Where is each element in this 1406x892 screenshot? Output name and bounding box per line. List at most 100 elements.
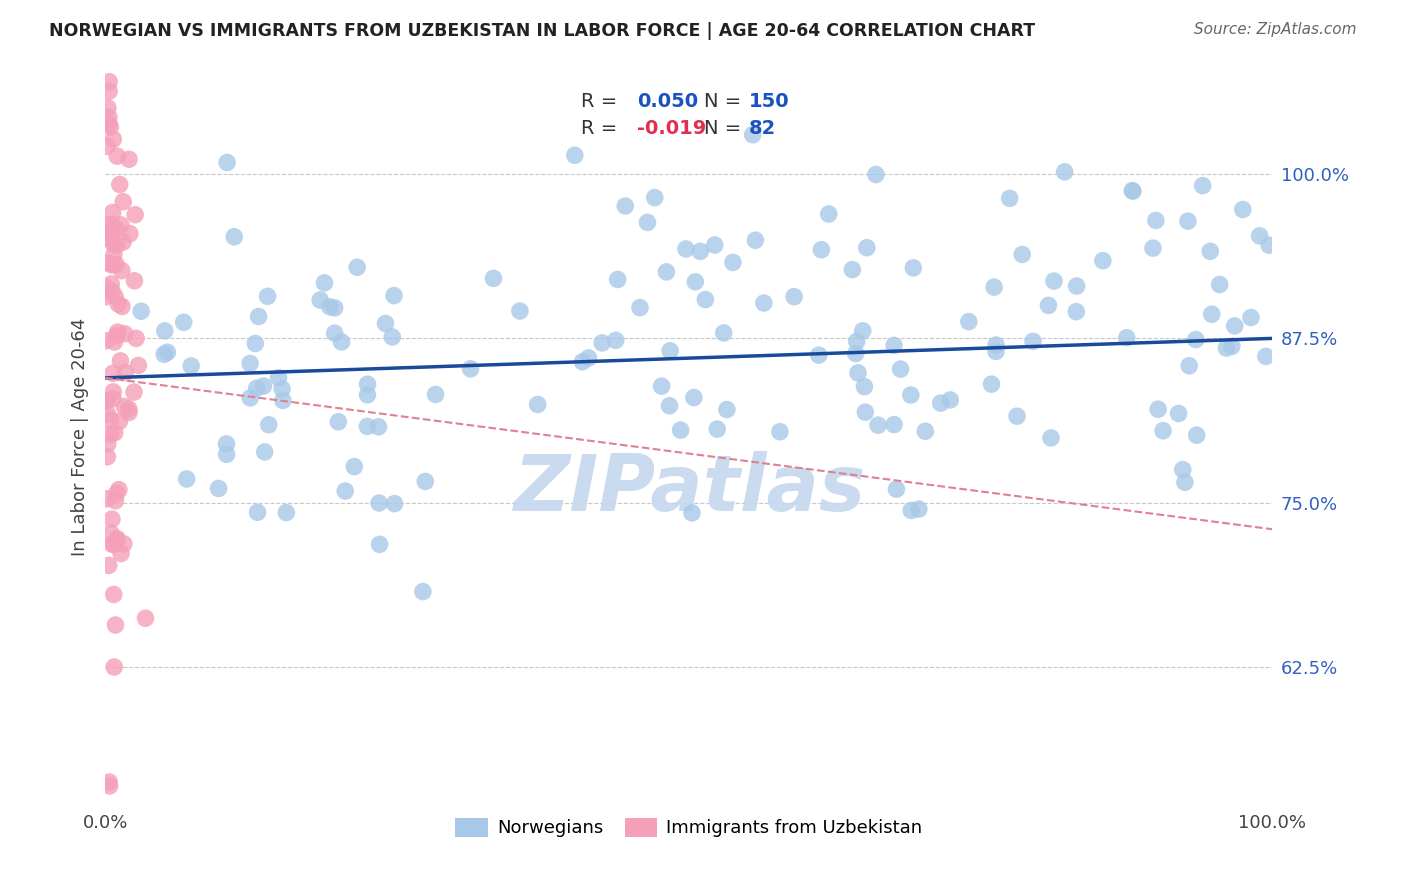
Point: [100, 526, 122, 541]
Point: [239, 391, 262, 405]
Point: [207, 482, 229, 496]
Point: [1122, 184, 1144, 198]
Point: [94, 290, 117, 304]
Point: [124, 274, 146, 288]
Legend: Norwegians, Immigrants from Uzbekistan: Norwegians, Immigrants from Uzbekistan: [449, 811, 929, 845]
Point: [1178, 359, 1201, 373]
Point: [118, 405, 141, 419]
Point: [267, 370, 290, 384]
Point: [659, 343, 682, 358]
Point: [356, 377, 378, 392]
Point: [368, 537, 391, 551]
Point: [744, 233, 766, 247]
Point: [752, 296, 775, 310]
Point: [217, 155, 239, 169]
Point: [118, 153, 141, 167]
Point: [104, 289, 127, 303]
Point: [110, 354, 132, 368]
Point: [1199, 244, 1222, 259]
Point: [957, 315, 980, 329]
Point: [110, 218, 132, 232]
Point: [100, 277, 122, 291]
Point: [103, 660, 125, 674]
Point: [319, 300, 342, 314]
Point: [1011, 247, 1033, 261]
Point: [346, 260, 368, 275]
Point: [271, 382, 294, 396]
Text: 82: 82: [748, 120, 776, 138]
Point: [253, 445, 276, 459]
Point: [852, 324, 875, 338]
Point: [368, 496, 391, 510]
Point: [96, 393, 118, 408]
Point: [685, 275, 707, 289]
Point: [246, 505, 269, 519]
Point: [314, 276, 336, 290]
Point: [96, 394, 118, 409]
Point: [907, 502, 929, 516]
Point: [655, 265, 678, 279]
Point: [246, 381, 269, 395]
Point: [224, 229, 246, 244]
Point: [984, 338, 1007, 352]
Point: [134, 611, 156, 625]
Point: [114, 326, 136, 341]
Point: [122, 385, 145, 400]
Point: [1258, 238, 1281, 252]
Point: [526, 397, 548, 411]
Point: [245, 336, 267, 351]
Point: [381, 330, 404, 344]
Point: [384, 497, 406, 511]
Point: [215, 437, 238, 451]
Point: [101, 205, 124, 219]
Point: [323, 326, 346, 341]
Point: [111, 300, 134, 314]
Point: [103, 132, 125, 146]
Point: [846, 366, 869, 380]
Text: N =: N =: [704, 120, 748, 138]
Point: [1201, 307, 1223, 321]
Point: [96, 227, 118, 241]
Point: [247, 310, 270, 324]
Point: [841, 262, 863, 277]
Point: [97, 437, 120, 451]
Point: [104, 221, 127, 235]
Point: [675, 242, 697, 256]
Point: [1240, 310, 1263, 325]
Point: [1038, 298, 1060, 312]
Point: [111, 263, 134, 277]
Point: [783, 290, 806, 304]
Point: [482, 271, 505, 285]
Point: [900, 503, 922, 517]
Point: [1215, 341, 1237, 355]
Point: [644, 191, 666, 205]
Point: [125, 331, 148, 345]
Point: [856, 241, 879, 255]
Point: [683, 391, 706, 405]
Point: [103, 384, 125, 399]
Point: [96, 450, 118, 464]
Point: [810, 243, 832, 257]
Point: [564, 148, 586, 162]
Point: [112, 400, 135, 414]
Text: Source: ZipAtlas.com: Source: ZipAtlas.com: [1194, 22, 1357, 37]
Point: [1022, 334, 1045, 349]
Point: [367, 419, 389, 434]
Point: [1184, 333, 1206, 347]
Point: [866, 418, 889, 433]
Point: [112, 194, 135, 209]
Point: [257, 417, 280, 432]
Point: [415, 475, 437, 489]
Point: [571, 355, 593, 369]
Point: [605, 334, 627, 348]
Point: [1147, 402, 1170, 417]
Point: [104, 618, 127, 632]
Point: [105, 149, 128, 163]
Point: [153, 347, 176, 361]
Point: [94, 280, 117, 294]
Point: [176, 472, 198, 486]
Point: [865, 168, 887, 182]
Point: [1115, 331, 1137, 345]
Point: [853, 405, 876, 419]
Point: [1208, 277, 1230, 292]
